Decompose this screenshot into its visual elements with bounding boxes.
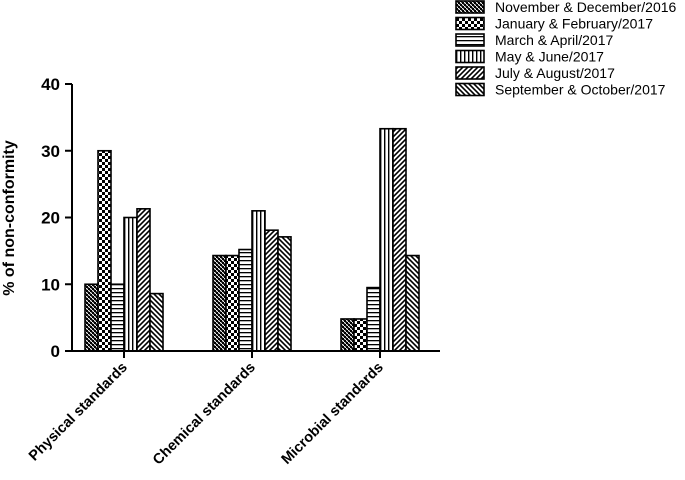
- legend-label: January & February/2017: [495, 16, 653, 32]
- bar: [379, 127, 394, 352]
- legend-swatch: [455, 16, 485, 31]
- legend-swatch: [455, 49, 485, 64]
- x-axis-ticks: [123, 351, 381, 358]
- bar: [238, 248, 253, 352]
- bar: [340, 318, 355, 352]
- legend-swatch: [455, 33, 485, 47]
- bar: [136, 208, 151, 352]
- y-tick-label: 20: [41, 209, 60, 228]
- bar: [225, 254, 240, 352]
- bar: [405, 254, 420, 352]
- y-tick-label: 10: [41, 275, 60, 294]
- bar: [251, 210, 266, 352]
- legend-swatch: [455, 66, 485, 80]
- bar: [392, 127, 407, 352]
- bars: [84, 127, 420, 352]
- bar: [264, 229, 279, 352]
- bar: [123, 216, 138, 352]
- bar: [277, 236, 292, 352]
- bar: [110, 283, 125, 352]
- bar: [212, 254, 227, 352]
- bar: [353, 318, 368, 352]
- y-axis-ticks: 0 10 20 30 40: [41, 75, 72, 361]
- legend-label: May & June/2017: [495, 49, 604, 65]
- legend-swatch: [455, 0, 485, 14]
- x-category-label: Chemical standards: [150, 360, 259, 469]
- legend-label: September & October/2017: [495, 82, 666, 98]
- bar: [366, 286, 381, 352]
- bar: [84, 283, 99, 352]
- legend-label: March & April/2017: [495, 32, 613, 48]
- y-tick-label: 40: [41, 75, 60, 94]
- legend-label: July & August/2017: [495, 65, 615, 81]
- x-category-label: Microbial standards: [279, 360, 387, 468]
- y-tick-label: 0: [51, 342, 60, 361]
- y-axis-title: % of non-conformity: [1, 140, 18, 296]
- legend-swatch: [455, 82, 485, 97]
- x-category-label: Physical standards: [26, 360, 131, 465]
- x-axis-category-labels: Physical standards Chemical standards Micr…: [26, 360, 387, 469]
- legend-label: November & December/2016: [495, 0, 677, 15]
- bar: [97, 149, 112, 352]
- y-tick-label: 30: [41, 142, 60, 161]
- bar: [149, 292, 164, 352]
